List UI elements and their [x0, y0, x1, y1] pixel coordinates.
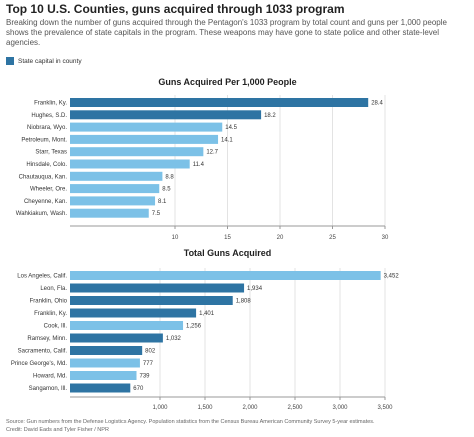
- chart2-category-label-9: Sangamon, Ill.: [29, 386, 68, 392]
- chart1-value-label-8: 8.1: [158, 199, 167, 205]
- page-description: Breaking down the number of guns acquire…: [6, 18, 447, 47]
- chart2-bar-0: [70, 271, 381, 280]
- chart2-value-label-2: 1,808: [236, 299, 252, 305]
- chart1-tick-label-4: 30: [382, 235, 389, 241]
- chart1-tick-label-1: 15: [224, 235, 231, 241]
- chart1-bar-9: [70, 208, 149, 218]
- chart2-category-label-1: Leon, Fla.: [40, 286, 67, 292]
- source-note: Source: Gun numbers from the Defense Log…: [6, 419, 375, 425]
- chart2-bar-6: [70, 346, 143, 355]
- chart1-value-label-3: 14.1: [221, 137, 233, 143]
- chart2-value-label-0: 3,452: [384, 274, 400, 280]
- chart1-value-label-7: 8.5: [162, 187, 171, 193]
- chart1-tick-label-0: 10: [172, 235, 179, 241]
- chart2-value-label-1: 1,934: [247, 286, 263, 292]
- chart2-tick-label-4: 3,000: [332, 405, 348, 411]
- page-title: Top 10 U.S. Counties, guns acquired thro…: [6, 2, 345, 16]
- chart2-bar-8: [70, 371, 137, 380]
- chart2-bar-7: [70, 358, 140, 368]
- chart2-bar-1: [70, 283, 245, 293]
- chart1-category-label-7: Wheeler, Ore.: [30, 187, 67, 193]
- chart2-bar-5: [70, 333, 163, 343]
- chart2-value-label-9: 670: [133, 386, 144, 392]
- chart2-category-label-3: Franklin, Ky.: [34, 311, 67, 317]
- chart2-category-label-6: Sacramento, Calif.: [18, 349, 68, 355]
- chart2-category-label-4: Cook, Ill.: [44, 324, 68, 330]
- chart2-value-label-6: 802: [145, 349, 156, 355]
- credit-note: Credit: David Eads and Tyler Fisher / NP…: [6, 427, 109, 433]
- chart2-value-label-3: 1,401: [199, 311, 215, 317]
- chart2-tick-label-5: 3,500: [377, 405, 393, 411]
- chart1-category-label-2: Niobrara, Wyo.: [27, 125, 67, 131]
- chart2-category-label-7: Prince George's, Md.: [11, 361, 68, 367]
- chart2-tick-label-3: 2,500: [287, 405, 303, 411]
- chart1-value-label-4: 12.7: [206, 150, 218, 156]
- chart1-bar-2: [70, 122, 223, 132]
- legend-label: State capital in county: [18, 57, 82, 65]
- chart2-bar-9: [70, 383, 131, 393]
- chart2-title: Total Guns Acquired: [184, 248, 272, 258]
- chart1-bar-1: [70, 110, 262, 120]
- chart2-tick-label-1: 1,500: [197, 405, 213, 411]
- chart2-tick-label-0: 1,000: [152, 405, 168, 411]
- chart1-category-label-1: Hughes, S.D.: [31, 113, 67, 119]
- chart1-bar-0: [70, 98, 369, 107]
- chart1-bar-3: [70, 134, 219, 144]
- chart1-bar-7: [70, 184, 160, 194]
- chart1-value-label-5: 11.4: [193, 162, 205, 168]
- chart1-value-label-6: 8.8: [165, 174, 174, 180]
- chart2-value-label-5: 1,032: [166, 336, 182, 342]
- chart1-category-label-9: Wahkiakum, Wash.: [16, 211, 68, 217]
- chart1-bar-4: [70, 147, 204, 157]
- chart1-bar-6: [70, 171, 163, 181]
- chart2-bar-3: [70, 308, 197, 318]
- chart2-bar-4: [70, 321, 184, 330]
- chart1-category-label-6: Chautauqua, Kan.: [19, 174, 68, 180]
- chart2-value-label-7: 777: [143, 361, 154, 367]
- chart1-value-label-9: 7.5: [152, 211, 161, 217]
- chart1-category-label-0: Franklin, Ky.: [34, 101, 67, 107]
- chart1-value-label-2: 14.5: [225, 125, 237, 131]
- chart2-value-label-8: 739: [140, 374, 151, 380]
- footer: Source: Gun numbers from the Defense Log…: [6, 418, 470, 434]
- chart1-bar-5: [70, 159, 190, 169]
- chart2-category-label-5: Ramsey, Minn.: [27, 336, 67, 342]
- legend-swatch: [6, 57, 14, 65]
- chart1-tick-label-3: 25: [329, 235, 336, 241]
- chart2-category-label-2: Franklin, Ohio: [30, 299, 68, 305]
- chart1-category-label-4: Starr, Texas: [35, 150, 67, 156]
- chart2-value-label-4: 1,256: [186, 324, 202, 330]
- chart1-bar-8: [70, 196, 156, 206]
- chart2-category-label-8: Howard, Md.: [33, 374, 67, 380]
- chart2-tick-label-2: 2,000: [242, 405, 258, 411]
- chart1-value-label-0: 28.4: [371, 101, 383, 107]
- chart2-category-label-0: Los Angeles, Calif.: [17, 274, 67, 280]
- legend: State capital in county: [6, 57, 82, 65]
- chart1-title: Guns Acquired Per 1,000 People: [158, 77, 296, 87]
- chart1-tick-label-2: 20: [277, 235, 284, 241]
- chart1-category-label-5: Hinsdale, Colo.: [26, 162, 67, 168]
- chart1-value-label-1: 18.2: [264, 113, 276, 119]
- chart1-category-label-3: Petroleum, Mont.: [21, 137, 67, 143]
- chart2-bar-2: [70, 296, 233, 305]
- chart1-category-label-8: Cheyenne, Kan.: [24, 199, 67, 205]
